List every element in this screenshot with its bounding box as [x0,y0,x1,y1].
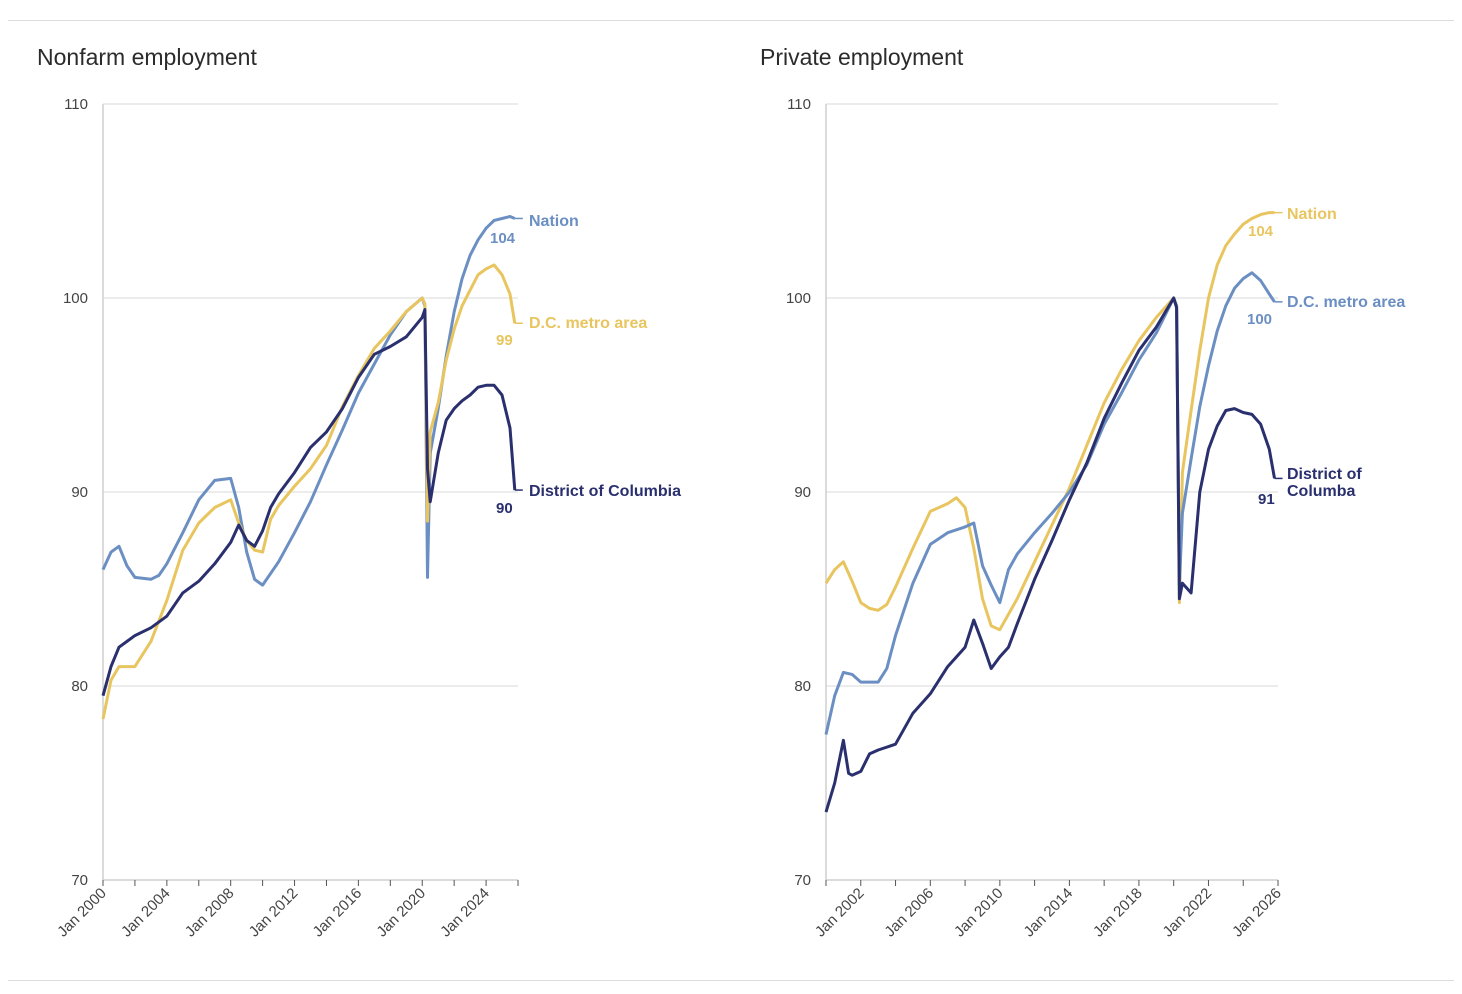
x-tick-label: Jan 2006 [881,885,937,941]
chart-title-private: Private employment [760,44,964,70]
series-line-dc [101,308,517,697]
series-label: District of Columbia [529,483,681,500]
x-tick-label: Jan 2014 [1021,885,1077,941]
series-line-metro [824,211,1275,632]
x-tick-label: Jan 2002 [812,885,868,941]
y-tick-label: 100 [63,290,88,307]
y-tick-label: 100 [786,290,811,307]
y-tick-label: 80 [794,678,811,695]
y-tick-label: 70 [794,872,811,889]
x-tick-label: Jan 2018 [1090,885,1146,941]
series-line-nation [101,215,516,587]
x-tick-label: Jan 2010 [951,885,1007,941]
x-tick-label: Jan 2022 [1160,885,1216,941]
series-label: District of [1287,466,1362,483]
series-label: D.C. metro area [529,315,647,332]
series-label: Columba [1287,483,1356,500]
y-tick-label: 90 [794,484,811,501]
end-value-label: 99 [496,332,513,349]
series-line-dc [824,296,1276,813]
end-value-label: 90 [496,500,513,517]
y-tick-label: 70 [71,872,88,889]
series-label: Nation [1287,206,1337,223]
series-line-nation [824,271,1276,735]
end-value-label: 100 [1247,311,1272,328]
end-value-label: 91 [1258,491,1275,508]
y-tick-label: 90 [71,484,88,501]
y-tick-label: 110 [64,96,88,113]
chart-title-nonfarm: Nonfarm employment [37,44,257,70]
y-tick-label: 110 [787,96,811,113]
series-label: D.C. metro area [1287,294,1405,311]
end-value-label: 104 [1248,223,1274,240]
y-tick-label: 80 [71,678,88,695]
series-label: Nation [529,213,579,230]
top-divider [8,20,1454,21]
bottom-divider [8,980,1454,981]
x-tick-label: Jan 2026 [1229,885,1285,941]
end-value-label: 104 [490,230,516,247]
